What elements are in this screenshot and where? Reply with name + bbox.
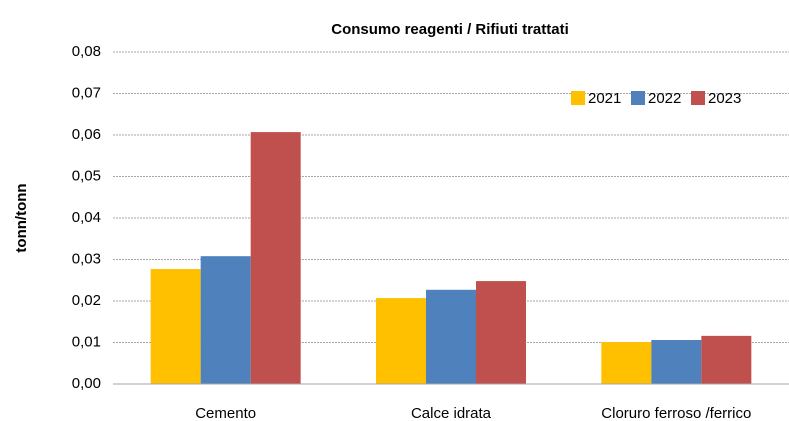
y-tick-label: 0,07 — [72, 84, 101, 101]
legend-swatch — [571, 91, 585, 105]
y-tick-label: 0,02 — [72, 292, 101, 309]
x-tick-label: Cloruro ferroso /ferrico — [601, 405, 751, 421]
legend-label: 2023 — [708, 90, 741, 107]
bar — [426, 289, 476, 384]
bar — [150, 269, 201, 384]
legend-label: 2021 — [588, 90, 621, 107]
y-tick-label: 0,00 — [72, 375, 101, 392]
bar — [651, 340, 702, 384]
y-tick-label: 0,03 — [72, 250, 101, 267]
bar — [476, 281, 526, 384]
chart-title: Consumo reagenti / Rifiuti trattati — [331, 21, 569, 38]
y-tick-label: 0,01 — [72, 333, 101, 350]
legend-swatch — [691, 91, 705, 105]
bar — [601, 342, 652, 384]
x-tick-label: Calce idrata — [411, 405, 492, 421]
y-tick-label: 0,08 — [72, 43, 101, 60]
y-tick-label: 0,05 — [72, 167, 101, 184]
y-axis-label: tonn/tonn — [13, 183, 30, 252]
x-tick-label: Cemento — [195, 405, 256, 421]
legend-label: 2022 — [648, 90, 681, 107]
bar — [701, 335, 752, 384]
bar — [200, 256, 251, 384]
y-tick-label: 0,06 — [72, 126, 101, 143]
legend-swatch — [631, 91, 645, 105]
bar — [376, 298, 426, 384]
bar — [250, 132, 301, 384]
y-tick-label: 0,04 — [72, 209, 101, 226]
